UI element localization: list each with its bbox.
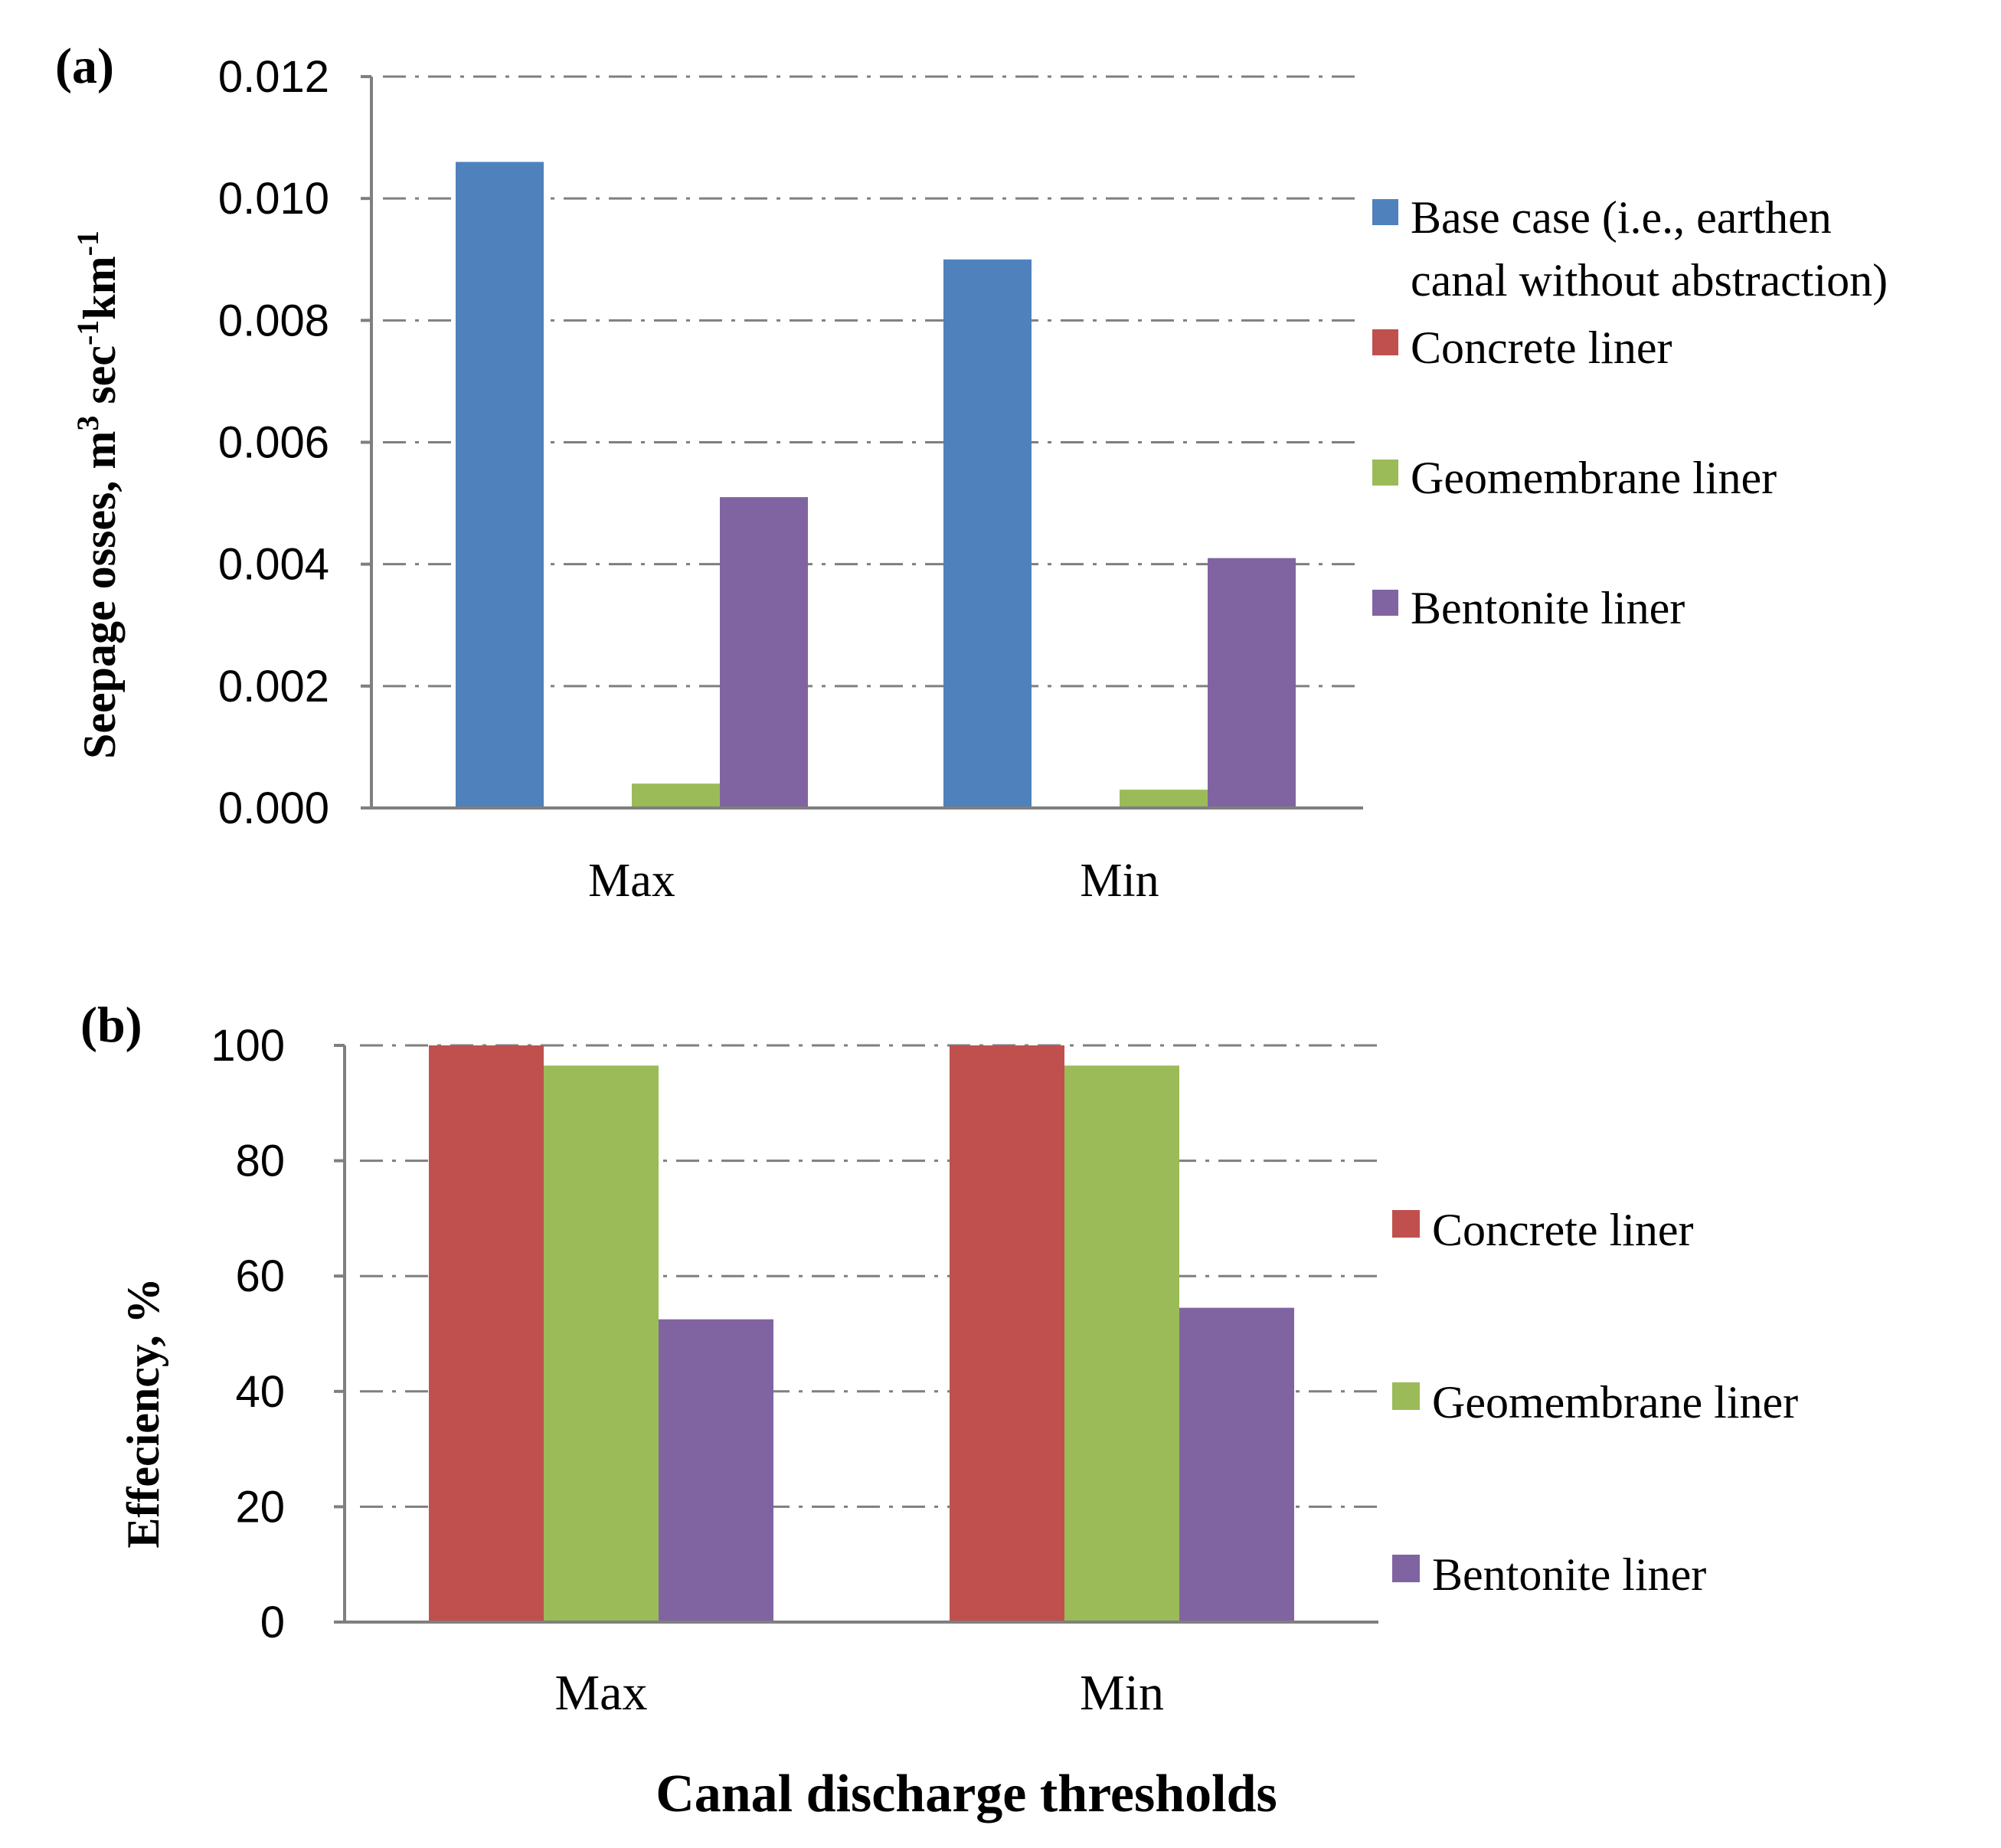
- y-tick-label: 0.000: [218, 783, 329, 833]
- legend-label-line2: canal without abstraction): [1411, 255, 1888, 306]
- b-bars: [429, 1045, 1294, 1622]
- legend-label: Base case (i.e., earthen: [1411, 192, 1832, 243]
- bar: [720, 497, 808, 808]
- a-x-tick-labels: Max Min: [588, 855, 1159, 907]
- x-tick-label: Min: [1080, 855, 1159, 907]
- legend-swatch: [1392, 1210, 1420, 1238]
- bar: [544, 1065, 659, 1622]
- b-y-axis-label: Effeciency, %: [118, 1277, 168, 1548]
- a-legend: Base case (i.e., earthen canal without ab…: [1372, 192, 1888, 633]
- legend-label: Geomembrane liner: [1411, 453, 1777, 503]
- y-tick-label: 40: [235, 1367, 285, 1417]
- bar: [1120, 790, 1208, 808]
- a-panel-label: (a): [55, 38, 114, 94]
- y-tick-label: 0.006: [218, 418, 329, 468]
- b-axes: [334, 1044, 1378, 1624]
- b-x-axis-label: Canal discharge thresholds: [656, 1765, 1277, 1823]
- legend-label: Geomembrane liner: [1432, 1377, 1798, 1428]
- b-legend: Concrete liner Geomembrane liner Bentonite…: [1392, 1205, 1798, 1600]
- x-tick-label: Max: [555, 1665, 648, 1721]
- y-tick-label: 0: [260, 1598, 285, 1647]
- x-tick-label: Min: [1080, 1665, 1164, 1721]
- legend-label: Bentonite liner: [1432, 1549, 1706, 1600]
- legend-swatch: [1392, 1382, 1420, 1410]
- a-y-tick-labels: 0.000 0.002 0.004 0.006 0.008 0.010 0.012: [218, 52, 329, 833]
- legend-label: Concrete liner: [1411, 322, 1672, 373]
- legend-swatch: [1372, 460, 1398, 486]
- bar: [943, 259, 1032, 808]
- y-tick-label: 0.002: [218, 662, 329, 711]
- legend-swatch: [1372, 199, 1398, 225]
- a-y-axis-label: Seepage osses, m3 sec-1km-1: [70, 231, 125, 759]
- legend-swatch: [1372, 329, 1398, 355]
- y-tick-label: 0.008: [218, 296, 329, 345]
- y-tick-label: 0.012: [218, 52, 329, 102]
- panel-b-efficiency-chart: 0 20 40 60 80 100 Max Min Concrete liner Geomem…: [80, 997, 1798, 1823]
- bar: [659, 1319, 773, 1622]
- b-x-tick-labels: Max Min: [555, 1665, 1165, 1721]
- legend-label: Concrete liner: [1432, 1205, 1694, 1255]
- bar: [1064, 1065, 1179, 1622]
- bar: [456, 162, 544, 808]
- bar: [950, 1045, 1064, 1622]
- y-tick-label: 60: [235, 1251, 285, 1301]
- x-tick-label: Max: [588, 855, 675, 907]
- bar: [429, 1045, 544, 1622]
- y-tick-label: 80: [235, 1137, 285, 1186]
- y-tick-label: 0.010: [218, 174, 329, 224]
- legend-label: Bentonite liner: [1411, 583, 1685, 633]
- b-panel-label: (b): [80, 997, 142, 1053]
- a-gridlines: [383, 75, 1362, 688]
- bar: [1179, 1307, 1294, 1622]
- legend-swatch: [1372, 590, 1398, 616]
- bar: [1208, 558, 1296, 808]
- y-tick-label: 0.004: [218, 540, 329, 590]
- b-y-tick-labels: 0 20 40 60 80 100: [211, 1021, 285, 1647]
- legend-swatch: [1392, 1555, 1420, 1582]
- y-tick-label: 100: [211, 1021, 285, 1071]
- a-bars: [456, 162, 1296, 808]
- a-axes: [361, 75, 1363, 810]
- bar: [632, 783, 720, 808]
- y-tick-label: 20: [235, 1482, 285, 1532]
